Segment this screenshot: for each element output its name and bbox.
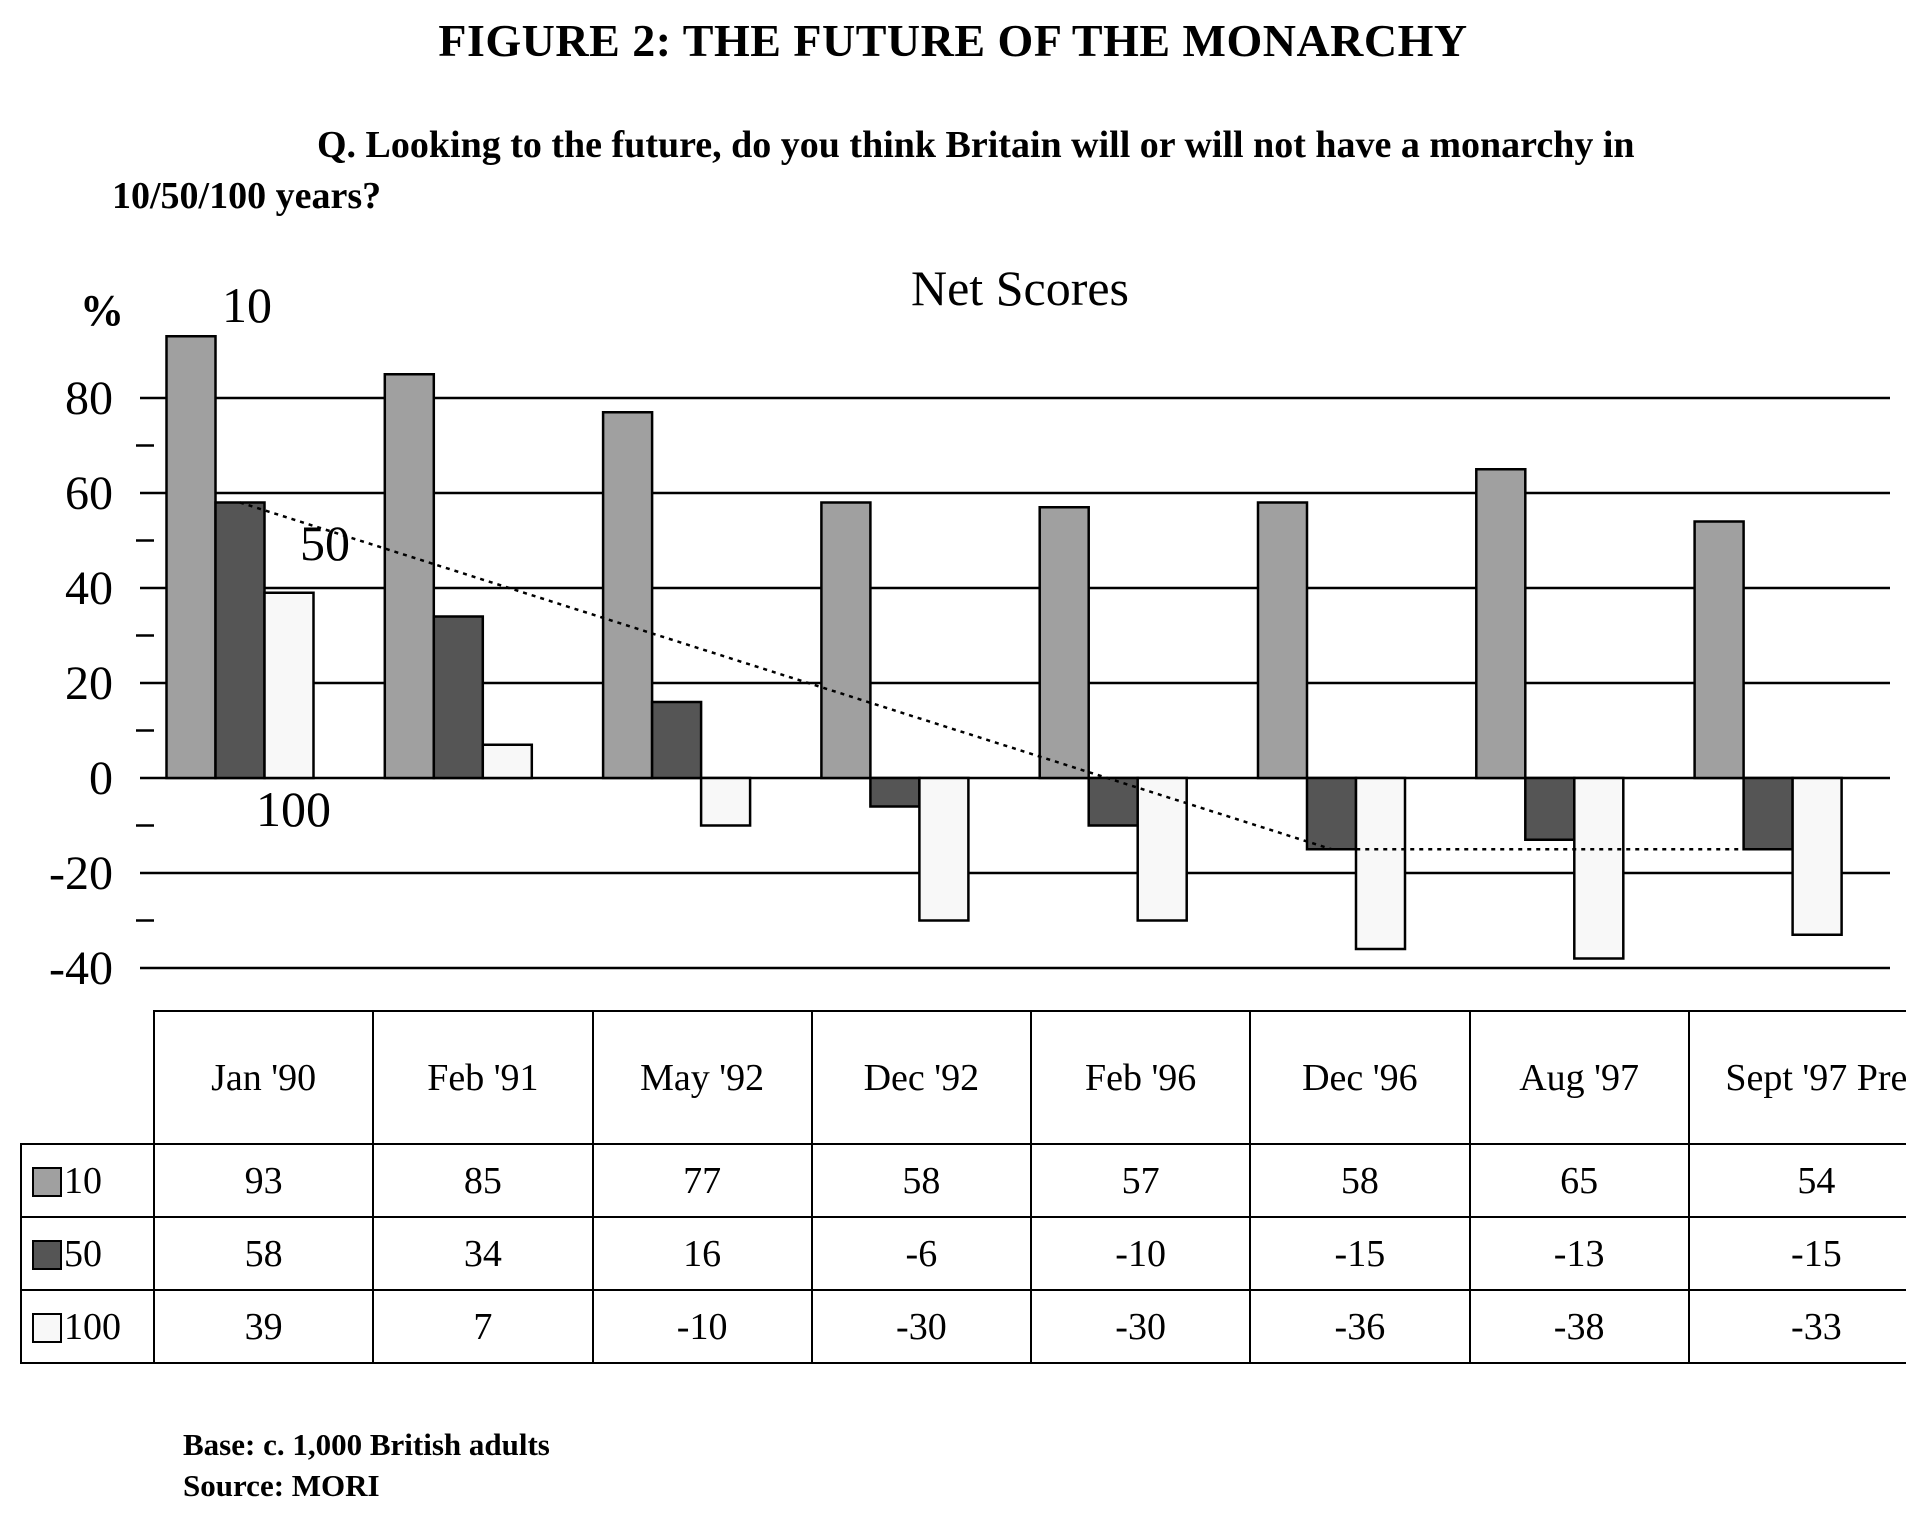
table-row: 100 39 7 -10 -30 -30 -36 -38 -33	[20, 1289, 1906, 1364]
table-cell: 16	[591, 1216, 813, 1291]
net-scores-chart: Net Scores% 80 60 40 20 0 -20 -40 10 50 100	[49, 260, 1890, 995]
bar-series-50	[432, 615, 485, 780]
table-column-header: May '92	[591, 1010, 813, 1145]
table-cell: -15	[1249, 1216, 1471, 1291]
table-column-header: Dec '92	[810, 1010, 1033, 1145]
table-cell: -13	[1468, 1216, 1690, 1291]
y-axis-label: %	[80, 286, 124, 335]
annotation-series-50: 50	[300, 515, 350, 571]
table-cell: -10	[1029, 1216, 1252, 1291]
data-table: Jan '90 Feb '91 May '92 Dec '92 Feb '96 Dec '…	[20, 1010, 1906, 1364]
table-column-header: Feb '91	[372, 1010, 594, 1145]
table-cell: 85	[372, 1143, 594, 1218]
y-tick-label: 40	[65, 562, 113, 615]
y-tick-label: 80	[65, 372, 113, 425]
table-row: 10 93 85 77 58 57 58 65 54	[20, 1143, 1906, 1218]
table-column-header: Sept '97 Pre	[1687, 1010, 1906, 1145]
bar-series-100	[263, 591, 315, 780]
bar-series-100	[1791, 776, 1843, 936]
bar-series-10	[1693, 520, 1745, 780]
bar-series-50	[1524, 776, 1576, 841]
question-text: Q. Looking to the future, do you think B…	[112, 124, 1635, 217]
footer: Base: c. 1,000 British adults Source: MO…	[183, 1424, 550, 1506]
bar-series-50	[1742, 776, 1794, 851]
bar-series-100	[481, 743, 534, 780]
table-row-label: 100	[20, 1289, 155, 1364]
table-cell: 58	[152, 1216, 375, 1291]
table-row: 50 58 34 16 -6 -10 -15 -13 -15	[20, 1216, 1906, 1291]
table-cell: 58	[810, 1143, 1033, 1218]
legend-label: 10	[64, 1159, 102, 1202]
bar-series-10	[1475, 468, 1527, 780]
table-cell: -6	[810, 1216, 1033, 1291]
table-cell: 7	[372, 1289, 594, 1364]
bar-series-100	[699, 776, 752, 827]
figure-title: FIGURE 2: THE FUTURE OF THE MONARCHY	[438, 15, 1468, 66]
bar-series-50	[1087, 776, 1139, 827]
table-cell: 54	[1687, 1143, 1906, 1218]
table-column-header: Dec '96	[1249, 1010, 1471, 1145]
table-cell: -36	[1249, 1289, 1471, 1364]
bar-series-100	[1354, 776, 1407, 951]
table-cell: -38	[1468, 1289, 1690, 1364]
table-cell: 58	[1249, 1143, 1471, 1218]
annotation-series-100: 100	[256, 781, 331, 837]
table-row-label: 10	[20, 1143, 155, 1218]
table-cell: -30	[1029, 1289, 1252, 1364]
table-cell: 77	[591, 1143, 813, 1218]
bar-series-50	[650, 700, 703, 780]
bar-series-10	[165, 335, 217, 780]
legend-swatch-icon	[32, 1166, 62, 1197]
table-cell: 57	[1029, 1143, 1252, 1218]
y-tick-label: 20	[65, 657, 113, 710]
table-cell: -30	[810, 1289, 1033, 1364]
legend-label: 100	[64, 1305, 121, 1348]
bar-series-100	[1573, 776, 1625, 960]
footer-source: Source: MORI	[183, 1468, 380, 1503]
table-cell: 34	[372, 1216, 594, 1291]
table-cell: 93	[152, 1143, 375, 1218]
bar-series-10	[1038, 506, 1090, 780]
table-row-label: 50	[20, 1216, 155, 1291]
table-cell: -10	[591, 1289, 813, 1364]
table-column-header: Aug '97	[1468, 1010, 1690, 1145]
footer-base: Base: c. 1,000 British adults	[183, 1427, 550, 1462]
table-column-header: Jan '90	[152, 1010, 375, 1145]
annotation-series-10: 10	[222, 277, 272, 333]
bar-series-100	[918, 776, 970, 922]
table-header-row: Jan '90 Feb '91 May '92 Dec '92 Feb '96 Dec '…	[21, 1010, 1906, 1145]
bar-series-10	[601, 411, 654, 780]
table-cell: -15	[1687, 1216, 1906, 1291]
bar-series-50	[869, 776, 921, 808]
table-cell: -33	[1687, 1289, 1906, 1364]
chart-title: Net Scores	[911, 260, 1129, 316]
legend-swatch-icon	[32, 1239, 62, 1270]
table-cell: 65	[1468, 1143, 1690, 1218]
legend-label: 50	[64, 1232, 102, 1275]
table-column-header: Feb '96	[1029, 1010, 1252, 1145]
y-tick-label: 0	[89, 752, 113, 805]
bar-series-10	[820, 501, 872, 780]
legend-swatch-icon	[32, 1312, 62, 1343]
bar-series-100	[1136, 776, 1188, 922]
bar-series-50	[214, 501, 266, 780]
y-tick-label: -20	[49, 847, 113, 900]
table-corner	[21, 1011, 155, 1145]
table-cell: 39	[152, 1289, 375, 1364]
bar-series-10	[383, 373, 436, 780]
y-tick-label: -40	[49, 942, 113, 995]
trend-line	[239, 501, 1769, 851]
bar-series-50	[1305, 776, 1358, 851]
bar-series-10	[1256, 501, 1309, 780]
y-tick-label: 60	[65, 467, 113, 520]
